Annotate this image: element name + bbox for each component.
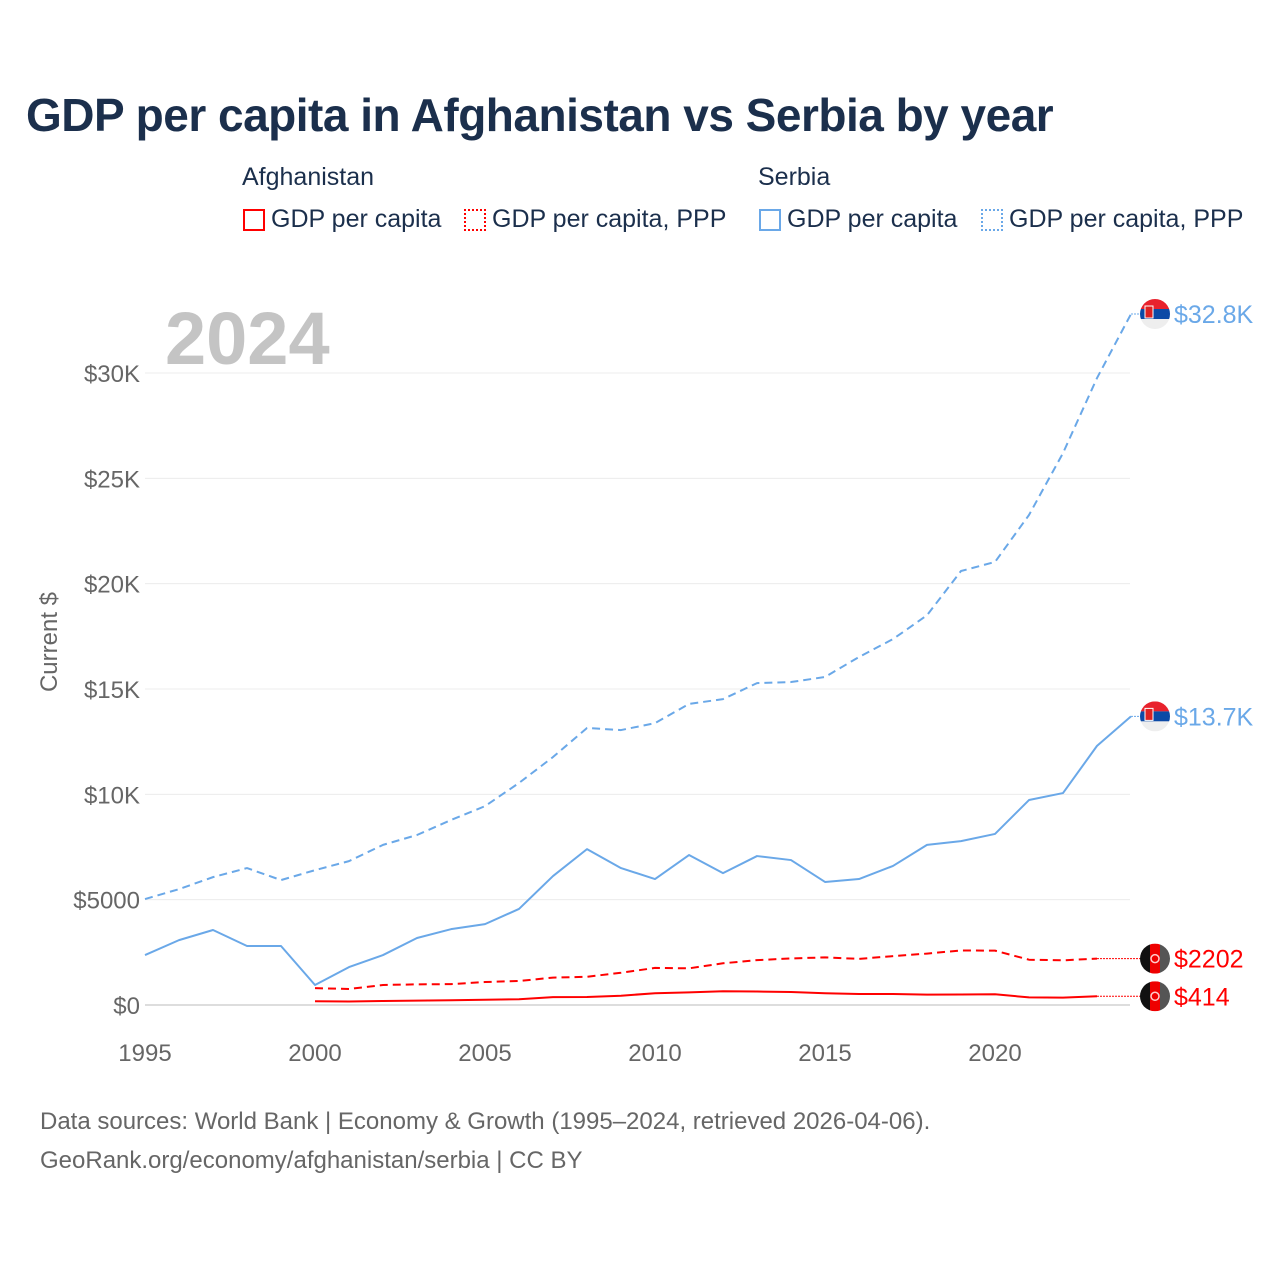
flag-stripe-dark	[1160, 943, 1170, 974]
footer-sources: Data sources: World Bank | Economy & Gro…	[40, 1108, 931, 1135]
serbia-flag-icon	[1140, 299, 1170, 330]
x-tick-label: 2015	[798, 1040, 851, 1067]
legend-label: GDP per capita	[787, 205, 958, 233]
legend-label: GDP per capita, PPP	[1009, 205, 1244, 233]
flag-stripe-red	[1140, 299, 1170, 310]
flag-stripe-blue	[1140, 309, 1170, 320]
flag-emblem	[1144, 707, 1154, 721]
afghanistan-flag-icon	[1140, 981, 1170, 1012]
legend-swatch-solid	[243, 208, 265, 231]
legend-group-serbia: Serbia	[758, 163, 831, 191]
x-tick-label: 2000	[288, 1040, 341, 1067]
legend-item-serbia-ppp[interactable]: GDP per capita, PPP	[981, 205, 1243, 234]
end-value-label: $2202	[1174, 946, 1244, 974]
y-tick-label: $5000	[73, 888, 140, 915]
x-tick-label: 1995	[118, 1040, 171, 1067]
legend-swatch-dotted	[981, 208, 1003, 231]
y-tick-label: $15K	[84, 677, 140, 704]
flag-stripe-red	[1140, 701, 1170, 712]
flag-body	[1140, 981, 1170, 1012]
series-line-afghanistan-gdp-per-capita-ppp	[314, 949, 1098, 990]
end-value-label: $13.7K	[1174, 703, 1254, 731]
flag-stripe-black	[1140, 981, 1150, 1012]
y-tick-label: $0	[113, 993, 140, 1020]
flag-stripe-dark	[1160, 981, 1170, 1012]
flag-stripe-red	[1150, 943, 1160, 974]
end-value-label: $32.8K	[1174, 301, 1254, 329]
series-line-serbia-gdp-per-capita-ppp	[144, 313, 1132, 900]
end-value-label: $414	[1174, 983, 1230, 1011]
chart-title: GDP per capita in Afghanistan vs Serbia …	[26, 89, 1054, 141]
y-tick-label: $30K	[84, 361, 140, 388]
series-line-serbia-gdp-per-capita	[144, 715, 1132, 986]
legend-label: GDP per capita, PPP	[492, 205, 727, 233]
legend-item-afghanistan-gdp[interactable]: GDP per capita	[243, 205, 441, 234]
flag-stripe-black	[1140, 943, 1150, 974]
x-tick-label: 2005	[458, 1040, 511, 1067]
legend-label: GDP per capita	[271, 205, 442, 233]
legend-swatch-solid	[759, 208, 781, 231]
flag-body	[1140, 943, 1170, 974]
legend-group-afghanistan: Afghanistan	[242, 163, 375, 191]
y-axis-label: Current $	[36, 591, 63, 693]
flag-emblem	[1144, 305, 1154, 319]
x-tick-label: 2020	[968, 1040, 1021, 1067]
legend-item-afghanistan-ppp[interactable]: GDP per capita, PPP	[464, 205, 726, 234]
year-label: 2024	[165, 297, 330, 380]
flag-body	[1140, 299, 1170, 330]
y-tick-label: $10K	[84, 782, 140, 809]
flag-stripe-white	[1140, 319, 1170, 330]
afghanistan-flag-icon	[1140, 943, 1170, 974]
footer-link[interactable]: GeoRank.org/economy/afghanistan/serbia |…	[40, 1147, 583, 1174]
flag-emblem	[1150, 991, 1160, 1002]
legend-item-serbia-gdp[interactable]: GDP per capita	[759, 205, 957, 234]
flag-stripe-red	[1150, 981, 1160, 1012]
x-tick-label: 2010	[628, 1040, 681, 1067]
series-line-afghanistan-gdp-per-capita	[314, 990, 1098, 1003]
serbia-flag-icon	[1140, 701, 1170, 732]
flag-emblem	[1150, 953, 1160, 964]
legend-swatch-dotted	[464, 208, 486, 231]
flag-stripe-blue	[1140, 711, 1170, 722]
flag-stripe-white	[1140, 721, 1170, 732]
y-tick-label: $20K	[84, 572, 140, 599]
y-tick-label: $25K	[84, 466, 140, 493]
flag-body	[1140, 701, 1170, 732]
